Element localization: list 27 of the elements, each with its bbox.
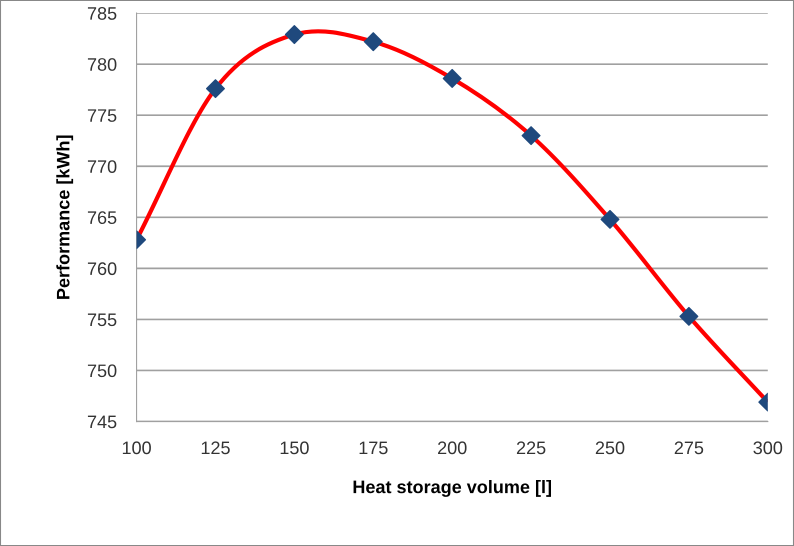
point xyxy=(679,306,698,326)
x-axis-title: Heat storage volume [l] xyxy=(354,480,552,497)
y-tick-label: 760 xyxy=(88,262,116,276)
x-tick-label: 100 xyxy=(122,441,151,454)
y-tick-label: 775 xyxy=(88,109,116,122)
y-axis-title: Performance [kWh] xyxy=(56,136,74,299)
y-tick-label: 765 xyxy=(88,211,116,224)
point xyxy=(284,25,304,44)
point xyxy=(600,210,620,229)
x-tick-label: 300 xyxy=(753,441,782,454)
y-tick-label: 785 xyxy=(88,7,116,20)
x-tick-label: 150 xyxy=(280,441,309,454)
x-tick-label: 250 xyxy=(596,441,624,454)
y-tick-label: 755 xyxy=(88,314,116,326)
x-tick-label: 125 xyxy=(202,441,230,454)
point xyxy=(364,32,383,52)
x-tick-label: 225 xyxy=(516,441,546,454)
point xyxy=(206,79,225,98)
x-tick-label: 275 xyxy=(674,441,704,454)
x-tick-label: 200 xyxy=(438,441,467,454)
point xyxy=(442,68,462,88)
y-tick-label: 780 xyxy=(88,58,116,71)
x-tick-label: 175 xyxy=(360,442,388,454)
y-tick-label: 745 xyxy=(88,416,116,428)
y-tick-label: 770 xyxy=(88,160,116,173)
y-tick-label: 750 xyxy=(88,364,116,378)
point xyxy=(522,126,541,146)
